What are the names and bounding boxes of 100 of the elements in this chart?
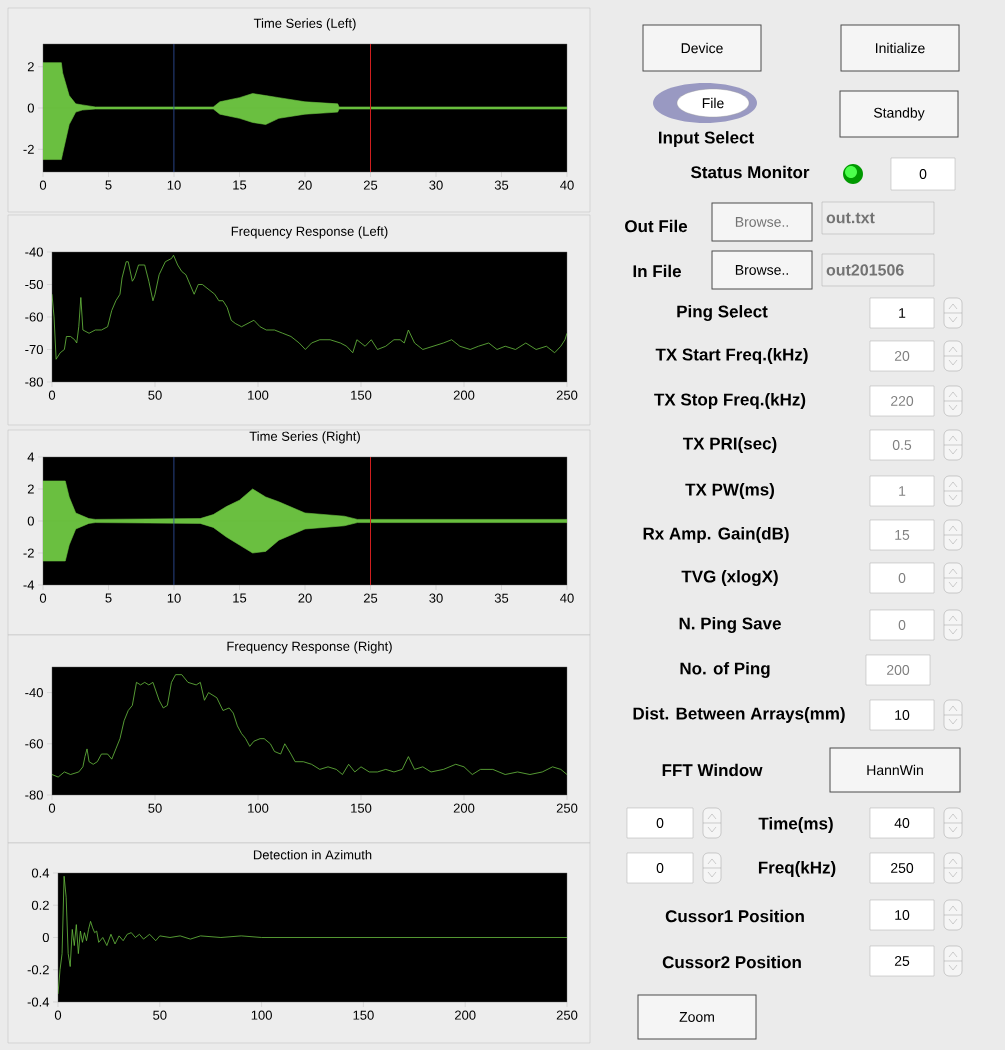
y-tick-label: -40 <box>25 687 43 698</box>
x-tick-label: 200 <box>455 1010 476 1020</box>
text: 0 <box>656 818 664 828</box>
y-tick-label: -40 <box>25 247 43 257</box>
y-tick-label: 0.2 <box>31 900 49 910</box>
text: 10 <box>895 710 910 720</box>
x-tick-label: 35 <box>494 593 509 603</box>
text: Browse.. <box>735 265 788 275</box>
text: TX PW(ms) <box>685 483 775 499</box>
text: 0 <box>656 863 664 873</box>
x-tick-label: 40 <box>560 180 574 190</box>
text: 15 <box>895 530 910 540</box>
y-tick-label: 2 <box>27 62 34 72</box>
y-tick-label: -0.2 <box>27 965 49 975</box>
text: 0 <box>898 620 906 630</box>
x-tick-label: 10 <box>167 593 181 603</box>
y-tick-label: -2 <box>23 548 34 558</box>
text: out201506 <box>826 264 904 276</box>
x-tick-label: 150 <box>351 803 372 813</box>
y-tick-label: 2 <box>27 484 34 494</box>
text: TX Start Freq.(kHz) <box>655 348 808 364</box>
x-tick-label: 50 <box>148 390 162 400</box>
chart-title: Detection in Azimuth <box>253 849 372 860</box>
x-tick-label: 250 <box>556 390 578 400</box>
text: Status Monitor <box>691 165 810 179</box>
text: FFT Window <box>662 763 763 777</box>
x-tick-label: 35 <box>494 180 509 190</box>
x-tick-label: 15 <box>233 180 247 190</box>
x-tick-label: 150 <box>353 1010 374 1020</box>
chart-title: Time Series (Right) <box>249 431 360 444</box>
x-tick-label: 250 <box>556 1010 578 1020</box>
text: 250 <box>891 863 914 873</box>
text: out.txt <box>826 212 875 224</box>
x-tick-label: 100 <box>251 1010 272 1020</box>
text: Freq(kHz) <box>758 861 836 877</box>
text: 220 <box>891 396 914 406</box>
y-tick-label: -80 <box>25 790 43 800</box>
y-tick-label: -60 <box>25 739 43 749</box>
text: 0 <box>919 169 927 179</box>
chart-title: Time Series (Left) <box>253 18 356 31</box>
x-tick-label: 100 <box>248 390 269 400</box>
text: Rx Amp. Gain(dB) <box>643 527 789 543</box>
y-tick-label: -60 <box>25 312 43 322</box>
text: HannWin <box>867 764 923 776</box>
text: No. of Ping <box>680 662 770 678</box>
text: TX PRI(sec) <box>682 437 777 453</box>
text: Standby <box>873 107 925 121</box>
x-tick-label: 50 <box>148 803 162 813</box>
text: TVG (xlogX) <box>681 570 778 586</box>
x-tick-label: 25 <box>363 180 378 190</box>
y-tick-label: 4 <box>27 452 35 462</box>
text: Initialize <box>876 42 925 54</box>
x-tick-label: 15 <box>233 593 247 603</box>
chart-title: Frequency Response (Right) <box>227 641 392 654</box>
x-tick-label: 20 <box>298 593 312 603</box>
text: Ping Select <box>677 305 768 321</box>
x-tick-label: 5 <box>105 593 112 603</box>
x-tick-label: 150 <box>351 390 372 400</box>
x-tick-label: 100 <box>248 803 269 813</box>
text: Dist. Between Arrays(mm) <box>633 707 845 723</box>
text: Input Select <box>658 131 754 147</box>
x-tick-label: 200 <box>453 803 475 813</box>
x-tick-label: 30 <box>429 593 443 603</box>
y-tick-label: -4 <box>23 580 35 590</box>
x-tick-label: 10 <box>167 180 181 190</box>
y-tick-label: 0 <box>42 932 49 943</box>
y-tick-label: 0.4 <box>31 868 50 878</box>
y-tick-label: -70 <box>25 344 43 355</box>
text: Device <box>681 42 723 54</box>
text: File <box>702 97 724 109</box>
text: Time(ms) <box>758 817 833 833</box>
x-tick-label: 200 <box>453 390 475 400</box>
y-tick-label: -0.4 <box>27 997 50 1007</box>
x-tick-label: 25 <box>363 593 378 603</box>
x-tick-label: 50 <box>153 1010 167 1020</box>
text: Zoom <box>679 1012 714 1022</box>
y-tick-label: -2 <box>23 144 34 154</box>
y-tick-label: -80 <box>25 377 43 387</box>
text: 10 <box>895 910 910 920</box>
chart-title: Frequency Response (Left) <box>231 226 388 239</box>
text: Cussor1 Position <box>665 909 804 923</box>
text: 25 <box>894 956 910 966</box>
text: 1 <box>899 308 906 318</box>
x-tick-label: 20 <box>298 180 312 190</box>
text: Out File <box>625 219 688 233</box>
text: Browse.. <box>735 217 788 227</box>
y-tick-label: 0 <box>27 103 34 113</box>
y-tick-label: 0 <box>27 516 34 526</box>
text: 40 <box>894 818 910 828</box>
text: 200 <box>887 665 910 675</box>
text: 0.5 <box>892 440 912 450</box>
x-tick-label: 30 <box>429 180 443 190</box>
text: 0 <box>898 573 906 583</box>
text: Cussor2 Position <box>662 955 801 969</box>
text: N. Ping Save <box>679 617 781 633</box>
text: 20 <box>894 351 910 361</box>
text: In File <box>633 264 681 278</box>
y-tick-label: -50 <box>25 279 43 290</box>
x-tick-label: 5 <box>105 180 112 190</box>
x-tick-label: 250 <box>556 803 578 813</box>
